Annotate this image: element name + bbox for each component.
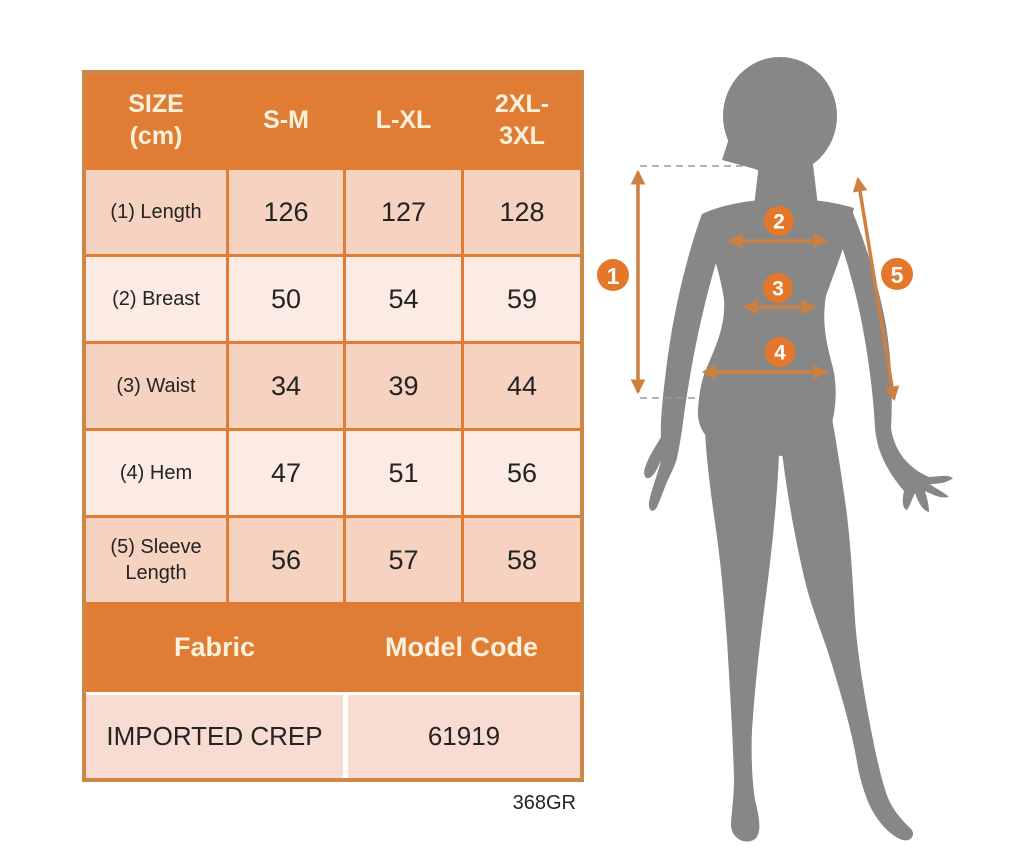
silhouette-left-arm xyxy=(644,214,720,511)
size-grid: SIZE (cm) S-M L-XL 2XL-3XL (1) Length 12… xyxy=(86,74,580,602)
fabric-value: IMPORTED CREP xyxy=(86,695,343,778)
header-size-cm-label: SIZE (cm) xyxy=(128,90,184,150)
value-breast-lxl: 54 xyxy=(346,257,461,341)
sleeve-arrow xyxy=(852,176,900,402)
marker-3-circle xyxy=(763,273,793,303)
row-label-sleeve-length: (5) Sleeve Length xyxy=(86,518,226,602)
header-l-xl-label: L-XL xyxy=(375,105,432,134)
info-value-row: IMPORTED CREP 61919 xyxy=(86,692,580,778)
silhouette-right-leg xyxy=(781,376,914,841)
header-2xl-3xl: 2XL-3XL xyxy=(464,74,580,167)
value-length-lxl: 127 xyxy=(346,170,461,254)
marker-3-label: 3 xyxy=(772,278,784,301)
marker-2-label: 2 xyxy=(773,211,785,234)
value-waist-2xl3xl: 44 xyxy=(464,344,580,428)
marker-5-circle xyxy=(881,258,913,290)
value-length-sm: 126 xyxy=(229,170,343,254)
marker-1-circle xyxy=(597,259,629,291)
row-label-hem: (4) Hem xyxy=(86,431,226,515)
value-length-2xl3xl: 128 xyxy=(464,170,580,254)
female-silhouette xyxy=(644,57,953,842)
value-hem-2xl3xl: 56 xyxy=(464,431,580,515)
marker-2-circle xyxy=(764,206,794,236)
value-sleeve-sm: 56 xyxy=(229,518,343,602)
header-size-cm: SIZE (cm) xyxy=(86,74,226,167)
value-sleeve-lxl: 57 xyxy=(346,518,461,602)
silhouette-neck xyxy=(754,156,818,206)
value-hem-sm: 47 xyxy=(229,431,343,515)
silhouette-right-arm xyxy=(840,206,953,512)
model-code-header: Model Code xyxy=(385,631,538,662)
marker-4-circle xyxy=(765,337,795,367)
silhouette-left-leg xyxy=(704,376,780,842)
value-waist-sm: 34 xyxy=(229,344,343,428)
row-label-waist: (3) Waist xyxy=(86,344,226,428)
silhouette-torso xyxy=(697,198,854,456)
value-breast-sm: 50 xyxy=(229,257,343,341)
marker-5-label: 5 xyxy=(891,262,904,288)
row-label-length: (1) Length xyxy=(86,170,226,254)
marker-1-label: 1 xyxy=(607,263,620,289)
value-sleeve-2xl3xl: 58 xyxy=(464,518,580,602)
value-breast-2xl3xl: 59 xyxy=(464,257,580,341)
header-2xl-3xl-label: 2XL-3XL xyxy=(494,90,550,150)
header-s-m-label: S-M xyxy=(263,105,309,134)
value-waist-lxl: 39 xyxy=(346,344,461,428)
header-s-m: S-M xyxy=(229,74,343,167)
silhouette-hair-tip xyxy=(722,98,766,172)
size-table: SIZE (cm) S-M L-XL 2XL-3XL (1) Length 12… xyxy=(82,70,584,782)
header-l-xl: L-XL xyxy=(346,74,461,167)
footnote-code: 368GR xyxy=(512,792,576,814)
row-label-breast: (2) Breast xyxy=(86,257,226,341)
info-header-band: Fabric Model Code xyxy=(86,602,580,692)
value-hem-lxl: 51 xyxy=(346,431,461,515)
model-code-value: 61919 xyxy=(348,695,580,778)
marker-4-label: 4 xyxy=(774,342,786,365)
fabric-header: Fabric xyxy=(173,631,256,662)
